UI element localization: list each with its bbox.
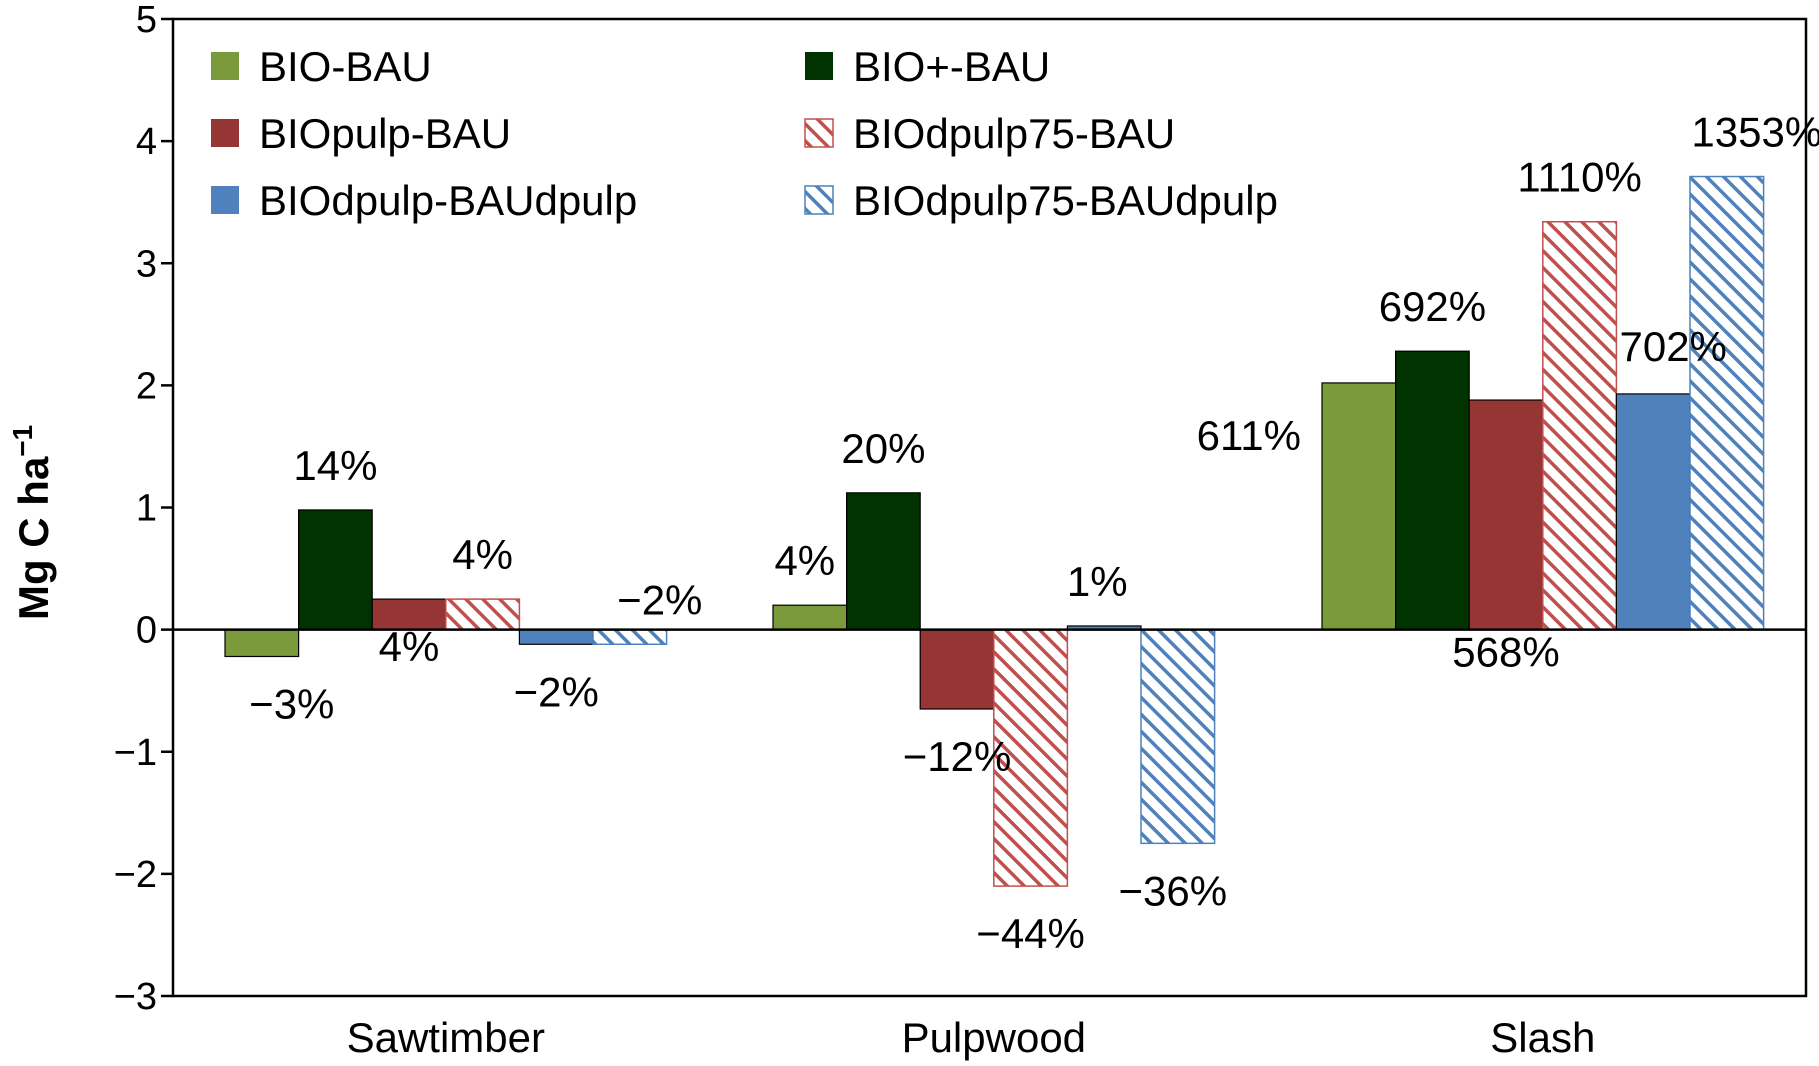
bar — [1321, 382, 1397, 631]
data-label: 692% — [1379, 283, 1486, 330]
data-label: 611% — [1197, 412, 1301, 459]
legend: BIO-BAU BIO+-BAU BIOpulp-BAU BIOdpulp75-BAU… — [211, 43, 1278, 224]
legend-item: BIO+-BAU — [805, 43, 1050, 90]
legend-item: BIOdpulp75-BAUdpulp — [804, 177, 1278, 224]
bar — [772, 604, 848, 631]
legend-swatch — [804, 185, 834, 215]
legend-label: BIO+-BAU — [853, 43, 1050, 90]
bar — [1689, 175, 1765, 631]
y-tick-label: −1 — [114, 732, 157, 774]
bar — [224, 629, 300, 658]
plot-frame — [171, 17, 1808, 998]
y-tick-label: 0 — [136, 610, 157, 652]
data-labels: −3% 4% 611% 14% 20% 692% 4% −12% 568% 4% −44% 1110%… — [249, 109, 1819, 958]
legend-label: BIOpulp-BAU — [259, 110, 511, 157]
data-label: 568% — [1452, 629, 1559, 676]
legend-label: BIOdpulp-BAUdpulp — [259, 177, 637, 224]
legend-item: BIOdpulp-BAUdpulp — [211, 177, 637, 224]
data-label: −2% — [617, 576, 702, 623]
y-axis: 5 4 3 2 1 0 −1 −2 −3 — [114, 0, 173, 1018]
legend-label: BIOdpulp75-BAUdpulp — [853, 177, 1278, 224]
bar — [518, 629, 594, 645]
data-label: −2% — [514, 668, 599, 715]
bar — [1394, 350, 1470, 631]
legend-swatch — [804, 118, 834, 148]
x-tick-label: Sawtimber — [347, 1014, 545, 1061]
bar — [298, 509, 373, 631]
legend-item: BIOpulp-BAU — [211, 110, 511, 157]
legend-swatch — [211, 52, 239, 80]
y-tick-label: 4 — [136, 121, 157, 163]
bar — [919, 629, 995, 710]
data-label: −44% — [976, 910, 1085, 957]
y-tick-label: −2 — [114, 854, 157, 896]
bar — [1542, 220, 1618, 631]
legend-item: BIOdpulp75-BAU — [804, 110, 1175, 157]
bars — [224, 175, 1765, 887]
bar — [1615, 393, 1691, 631]
x-tick-label: Slash — [1490, 1014, 1595, 1061]
legend-label: BIO-BAU — [259, 43, 432, 90]
legend-label: BIOdpulp75-BAU — [853, 110, 1175, 157]
x-tick-label: Pulpwood — [902, 1014, 1086, 1061]
y-tick-label: 3 — [136, 243, 157, 285]
data-label: 20% — [841, 425, 925, 472]
data-label: −36% — [1119, 867, 1228, 914]
y-tick-label: 5 — [136, 0, 157, 41]
data-label: 4% — [774, 537, 835, 584]
data-label: −3% — [249, 680, 334, 727]
bar — [1468, 399, 1544, 631]
bar — [1140, 628, 1216, 845]
data-label: 1% — [1067, 558, 1128, 605]
bar — [592, 628, 668, 646]
legend-swatch — [211, 186, 239, 214]
data-label: 4% — [452, 531, 513, 578]
data-label: 1110% — [1517, 154, 1642, 201]
y-axis-label: Mg C ha−1 — [7, 425, 57, 620]
legend-item: BIO-BAU — [211, 43, 432, 90]
data-label: −12% — [903, 733, 1012, 780]
bar — [371, 598, 447, 631]
y-tick-label: 1 — [136, 488, 157, 530]
bar — [845, 492, 921, 631]
legend-swatch — [805, 52, 833, 80]
bar — [445, 598, 521, 631]
y-tick-label: −3 — [114, 976, 157, 1018]
x-axis: Sawtimber Pulpwood Slash — [347, 1014, 1596, 1061]
data-label: 702% — [1619, 323, 1726, 370]
y-tick-label: 2 — [136, 365, 157, 407]
legend-swatch — [211, 119, 239, 147]
data-label: 4% — [379, 623, 440, 670]
data-label: 14% — [293, 442, 377, 489]
data-label: 1353% — [1691, 109, 1819, 156]
